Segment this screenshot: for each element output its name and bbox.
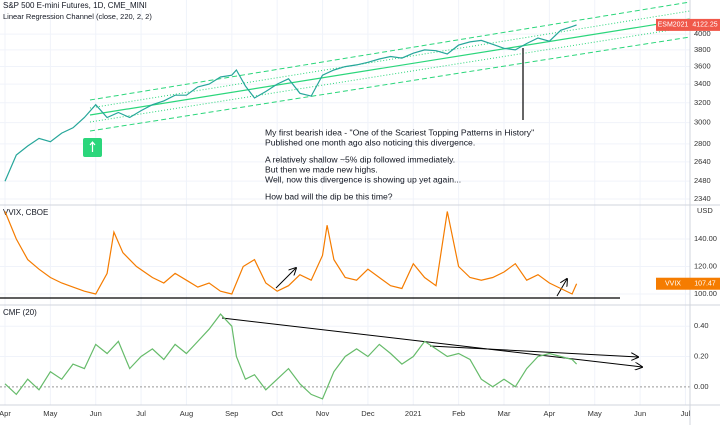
y-tick-label: 100.00 <box>694 289 717 298</box>
x-tick-label: Feb <box>452 409 465 418</box>
x-tick-label: Apr <box>544 409 556 418</box>
annotation-text: But then we made new highs. <box>265 164 378 174</box>
x-tick-label: May <box>588 409 602 418</box>
annotation-text: My first bearish idea - "One of the Scar… <box>265 127 534 137</box>
annotation-text: Published one month ago also noticing th… <box>265 137 475 147</box>
grid-layer <box>0 0 690 405</box>
x-tick-label: Dec <box>361 409 375 418</box>
arrow <box>556 279 567 297</box>
chart-title: S&P 500 E-mini Futures, 1D, CME_MINI <box>3 1 147 10</box>
x-tick-label: Jun <box>634 409 646 418</box>
y-tick-label: 0.40 <box>694 321 709 330</box>
y-tick-label: 3400 <box>694 79 711 88</box>
last-value-badge <box>690 277 720 290</box>
annotation-text: A relatively shallow ~5% dip followed im… <box>265 154 455 164</box>
series-line <box>4 313 578 400</box>
pane-title: CMF (20) <box>3 308 37 317</box>
x-tick-label: Jun <box>90 409 102 418</box>
y-tick-label: 4000 <box>694 29 711 38</box>
trend-line <box>221 317 642 367</box>
y-tick-label: 0.00 <box>694 382 709 391</box>
symbol-badge <box>656 18 690 31</box>
indicator-label: Linear Regression Channel (close, 220, 2… <box>3 12 152 21</box>
x-tick-label: May <box>43 409 57 418</box>
annotation-text: How bad will the dip be this time? <box>265 191 393 201</box>
symbol-badge-label: ESM2021 <box>658 22 689 29</box>
arrow <box>275 268 296 289</box>
regression-channel <box>89 1 691 132</box>
up-badge <box>83 138 102 157</box>
x-tick-label: Aug <box>180 409 193 418</box>
pane-title: VVIX, CBOE <box>3 208 48 217</box>
x-tick-label: Jul <box>136 409 146 418</box>
y-tick-label: 3800 <box>694 45 711 54</box>
symbol-badge <box>656 277 690 290</box>
x-tick-label: 2021 <box>405 409 422 418</box>
y-tick-label: 120.00 <box>694 261 717 270</box>
unit-label: USD <box>697 206 713 215</box>
last-value-label: 4122.25 <box>692 22 717 29</box>
last-value-badge <box>690 18 720 31</box>
x-tick-label: Jul <box>681 409 691 418</box>
symbol-badge-label: VVIX <box>665 281 681 288</box>
y-tick-label: 2480 <box>694 176 711 185</box>
y-tick-label: 2800 <box>694 139 711 148</box>
y-tick-label: 2640 <box>694 157 711 166</box>
x-tick-label: Oct <box>271 409 284 418</box>
trend-line <box>429 345 638 357</box>
y-tick-label: 3000 <box>694 118 711 127</box>
y-tick-label: 2340 <box>694 194 711 203</box>
y-tick-label: 3200 <box>694 98 711 107</box>
x-tick-label: Mar <box>498 409 511 418</box>
annotation-text: Well, now this divergence is showing up … <box>265 174 461 184</box>
x-tick-label: Nov <box>316 409 330 418</box>
last-value-label: 107.47 <box>694 281 716 288</box>
x-tick-label: Sep <box>225 409 238 418</box>
x-tick-label: Apr <box>0 409 11 418</box>
y-tick-label: 3600 <box>694 62 711 71</box>
y-tick-label: 0.20 <box>694 351 709 360</box>
series-line <box>4 211 578 295</box>
series-line <box>4 24 577 182</box>
y-tick-label: 140.00 <box>694 234 717 243</box>
